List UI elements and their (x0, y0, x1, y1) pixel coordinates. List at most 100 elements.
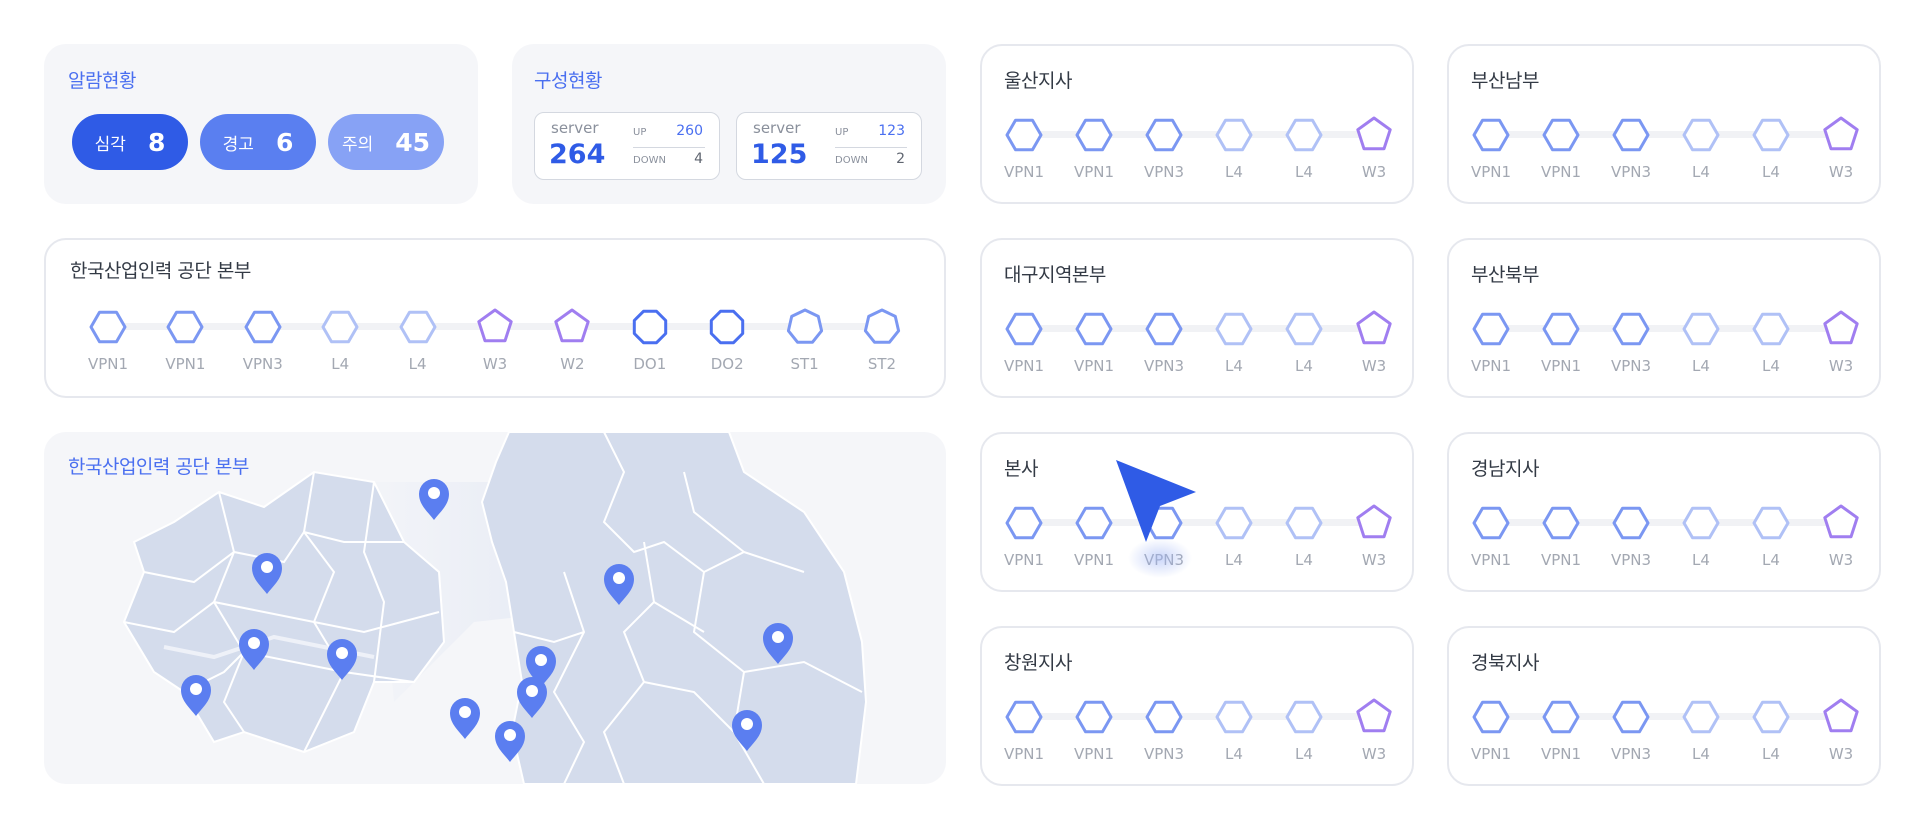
branch-card[interactable]: 경남지사 VPN1 VPN1 VPN3 L4 L4 W3 (1447, 432, 1881, 592)
node-item[interactable]: DO2 (697, 306, 757, 373)
hexagon-icon (1682, 506, 1720, 540)
node-item[interactable]: VPN1 (78, 306, 138, 373)
node-item[interactable]: L4 (1204, 114, 1264, 181)
node-item[interactable]: VPN3 (1601, 502, 1661, 569)
node-item[interactable]: W3 (1344, 308, 1404, 375)
node-item[interactable]: L4 (1671, 696, 1731, 763)
node-item[interactable]: VPN1 (1531, 696, 1591, 763)
node-item[interactable]: W3 (1811, 114, 1871, 181)
node-item[interactable]: W3 (1811, 308, 1871, 375)
hexagon-icon (1215, 118, 1253, 152)
location-pin-icon[interactable] (732, 710, 762, 751)
hexagon-icon (1612, 506, 1650, 540)
node-item[interactable]: L4 (1671, 308, 1731, 375)
server-total: 125 (751, 139, 808, 170)
node-item[interactable]: L4 (1204, 502, 1264, 569)
node-item[interactable]: L4 (1274, 308, 1334, 375)
node-item[interactable]: VPN1 (1461, 308, 1521, 375)
node-item[interactable]: DO1 (620, 306, 680, 373)
node-item[interactable]: W3 (1344, 114, 1404, 181)
node-item[interactable]: L4 (1671, 502, 1731, 569)
node-item[interactable]: L4 (1671, 114, 1731, 181)
node-item[interactable]: VPN3 (1134, 308, 1194, 375)
node-item[interactable]: VPN1 (994, 114, 1054, 181)
hexagon-icon (1542, 312, 1580, 346)
location-pin-icon[interactable] (239, 629, 269, 670)
hexagon-icon (1542, 506, 1580, 540)
node-item[interactable]: VPN1 (1064, 308, 1124, 375)
warning-alarm-pill[interactable]: 경고 6 (200, 114, 316, 170)
branch-card[interactable]: 본사VPN1VPN1VPN3L4L4W3 (980, 432, 1414, 592)
location-pin-icon[interactable] (495, 721, 525, 762)
node-item[interactable]: VPN1 (1461, 502, 1521, 569)
node-item[interactable]: VPN1 (1064, 696, 1124, 763)
node-item[interactable]: L4 (1741, 114, 1801, 181)
node-item[interactable]: VPN1 (1531, 308, 1591, 375)
node-item[interactable]: VPN1 (994, 308, 1054, 375)
server-summary-box[interactable]: server 125 UP 123 DOWN 2 (736, 112, 922, 180)
node-label: W3 (1361, 357, 1387, 375)
node-item[interactable]: W2 (542, 306, 602, 373)
node-item[interactable]: L4 (1741, 502, 1801, 569)
server-up-count: 260 (676, 123, 703, 139)
node-item[interactable]: W3 (465, 306, 525, 373)
branch-card[interactable]: 경북지사 VPN1 VPN1 VPN3 L4 L4 W3 (1447, 626, 1881, 786)
location-pin-icon[interactable] (517, 677, 547, 718)
node-item[interactable]: VPN1 (1531, 114, 1591, 181)
server-up-label: UP (633, 127, 647, 138)
node-item[interactable]: VPN3 (1601, 308, 1661, 375)
branch-card[interactable]: 창원지사 VPN1 VPN1 VPN3 L4 L4 W3 (980, 626, 1414, 786)
node-item[interactable]: VPN3 (1134, 114, 1194, 181)
node-item[interactable]: ST2 (852, 306, 912, 373)
node-item[interactable]: W3 (1344, 696, 1404, 763)
node-item[interactable]: L4 (1204, 308, 1264, 375)
node-item[interactable]: VPN1 (1064, 114, 1124, 181)
node-label: L4 (408, 355, 427, 373)
node-label: L4 (1762, 163, 1780, 181)
node-item[interactable]: W3 (1344, 502, 1404, 569)
node-item[interactable]: VPN3 (1601, 696, 1661, 763)
branch-card[interactable]: 부산남부 VPN1 VPN1 VPN3 L4 L4 W3 (1447, 44, 1881, 204)
node-item[interactable]: L4 (1204, 696, 1264, 763)
branch-card[interactable]: 부산북부 VPN1 VPN1 VPN3 L4 L4 W3 (1447, 238, 1881, 398)
node-item[interactable]: VPN1 (1531, 502, 1591, 569)
node-item[interactable]: L4 (310, 306, 370, 373)
node-item[interactable]: VPN1 (155, 306, 215, 373)
location-pin-icon[interactable] (419, 479, 449, 520)
location-pin-icon[interactable] (450, 698, 480, 739)
node-item[interactable]: VPN3 (233, 306, 293, 373)
node-item[interactable]: VPN1 (1064, 502, 1124, 569)
location-pin-icon[interactable] (252, 553, 282, 594)
critical-alarm-label: 심각 (94, 134, 126, 155)
location-pin-icon[interactable] (327, 639, 357, 680)
node-item[interactable]: L4 (1274, 502, 1334, 569)
caution-alarm-pill[interactable]: 주의 45 (328, 114, 444, 170)
location-pin-icon[interactable] (526, 646, 556, 687)
hq-node-card: 한국산업인력 공단 본부 VPN1 VPN1 VPN3 L4 L4 W3 W2 DO1 DO2 S… (44, 238, 946, 398)
branch-card[interactable]: 울산지사 VPN1 VPN1 VPN3 L4 L4 W3 (980, 44, 1414, 204)
node-item[interactable]: L4 (1274, 114, 1334, 181)
hexagon-icon (1215, 700, 1253, 734)
node-item[interactable]: L4 (1741, 696, 1801, 763)
branch-card[interactable]: 대구지역본부 VPN1 VPN1 VPN3 L4 L4 W3 (980, 238, 1414, 398)
node-item[interactable]: VPN1 (994, 502, 1054, 569)
node-item[interactable]: VPN3 (1601, 114, 1661, 181)
node-item[interactable]: W3 (1811, 502, 1871, 569)
node-item[interactable]: VPN1 (994, 696, 1054, 763)
branch-title: 대구지역본부 (1004, 264, 1106, 286)
server-summary-box[interactable]: server 264 UP 260 DOWN 4 (534, 112, 720, 180)
location-pin-icon[interactable] (763, 623, 793, 664)
location-pin-icon[interactable] (604, 564, 634, 605)
node-item[interactable]: VPN1 (1461, 114, 1521, 181)
branch-node-row: VPN1 VPN1 VPN3 L4 L4 W3 (982, 696, 1412, 763)
critical-alarm-pill[interactable]: 심각 8 (72, 114, 188, 170)
node-item[interactable]: ST1 (775, 306, 835, 373)
node-item[interactable]: W3 (1811, 696, 1871, 763)
location-pin-icon[interactable] (181, 675, 211, 716)
node-item[interactable]: L4 (1741, 308, 1801, 375)
node-item[interactable]: VPN3 (1134, 696, 1194, 763)
node-item[interactable]: L4 (1274, 696, 1334, 763)
divider (633, 147, 705, 148)
node-item[interactable]: L4 (388, 306, 448, 373)
node-item[interactable]: VPN1 (1461, 696, 1521, 763)
